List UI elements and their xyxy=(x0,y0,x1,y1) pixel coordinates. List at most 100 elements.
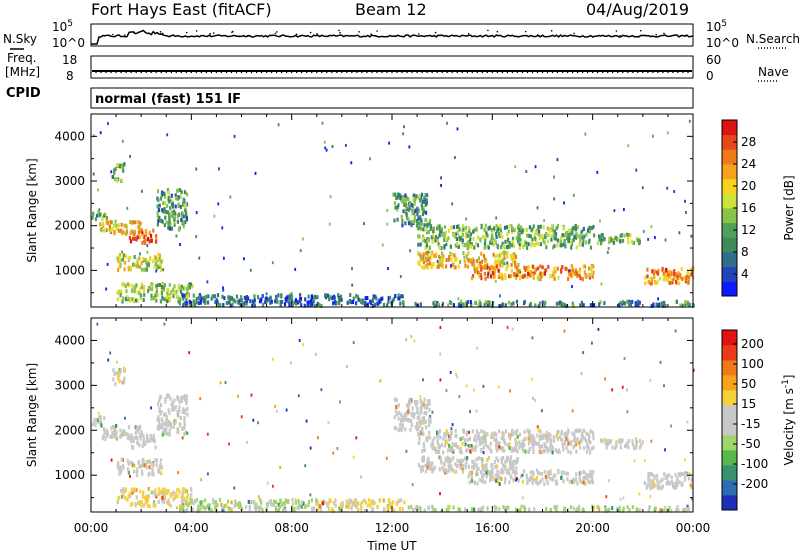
data-cell xyxy=(147,472,150,477)
data-cell xyxy=(150,293,153,298)
nave-dot xyxy=(451,71,453,74)
scatter-cell xyxy=(506,261,509,265)
data-cell xyxy=(152,490,155,495)
data-cell xyxy=(139,436,142,441)
data-cell xyxy=(421,429,424,433)
data-cell xyxy=(423,196,426,201)
data-cell xyxy=(681,276,684,281)
data-cell xyxy=(462,436,465,440)
scatter-cell xyxy=(129,474,131,478)
data-cell xyxy=(387,505,390,510)
data-cell xyxy=(174,495,177,500)
data-cell xyxy=(395,405,398,410)
data-cell xyxy=(576,225,579,230)
scatter-cell xyxy=(97,411,100,415)
data-cell xyxy=(503,506,506,511)
data-cell xyxy=(147,486,150,491)
data-cell xyxy=(419,220,422,225)
data-cell xyxy=(508,434,511,439)
data-cell xyxy=(517,508,520,513)
data-cell xyxy=(546,226,549,231)
scatter-cell xyxy=(541,409,543,413)
scatter-cell xyxy=(451,423,454,427)
scatter-cell xyxy=(345,143,347,147)
data-cell xyxy=(684,300,687,304)
data-cell xyxy=(473,301,476,306)
data-cell xyxy=(357,297,360,302)
data-cell xyxy=(401,294,404,299)
data-cell xyxy=(424,239,427,244)
data-cell xyxy=(129,297,132,301)
colorbar-frame xyxy=(721,329,738,511)
data-cell xyxy=(152,296,155,300)
data-cell xyxy=(178,188,181,192)
data-cell xyxy=(508,442,511,447)
data-cell xyxy=(119,368,122,373)
data-cell xyxy=(527,271,530,276)
scatter-cell xyxy=(597,327,600,331)
data-cell xyxy=(527,449,530,454)
data-cell xyxy=(121,257,124,262)
data-cell xyxy=(470,474,473,479)
data-cell xyxy=(410,223,413,228)
data-cell xyxy=(558,435,561,439)
data-cell xyxy=(477,256,480,261)
data-cell xyxy=(614,236,617,241)
data-cell xyxy=(438,467,441,472)
data-cell xyxy=(579,428,582,433)
scatter-cell xyxy=(150,406,152,410)
data-cell xyxy=(140,469,144,474)
data-cell xyxy=(461,302,464,307)
scatter-cell xyxy=(467,444,470,448)
data-cell xyxy=(403,412,406,417)
data-cell xyxy=(136,264,139,269)
data-cell xyxy=(243,295,246,300)
data-cell xyxy=(404,196,408,201)
data-cell xyxy=(120,289,123,294)
cpid-panel-frame xyxy=(90,87,694,109)
data-cell xyxy=(572,304,575,309)
data-cell xyxy=(554,473,557,478)
data-cell xyxy=(426,462,429,467)
noise-search-dot xyxy=(133,31,135,33)
data-cell xyxy=(121,299,124,304)
data-cell xyxy=(651,269,654,274)
data-cell xyxy=(137,290,140,295)
nave-dot xyxy=(597,71,599,74)
nave-dot xyxy=(130,71,132,74)
data-cell xyxy=(99,415,102,420)
data-cell xyxy=(502,463,505,468)
data-cell xyxy=(428,261,432,266)
data-cell xyxy=(562,447,565,452)
scatter-cell xyxy=(458,395,461,398)
data-cell xyxy=(207,294,210,299)
data-cell xyxy=(443,238,446,242)
data-cell xyxy=(417,221,420,226)
data-cell xyxy=(152,501,155,506)
data-cell xyxy=(375,296,378,301)
scatter-cell xyxy=(206,280,209,284)
scatter-cell xyxy=(98,208,101,212)
data-cell xyxy=(571,301,574,306)
data-cell xyxy=(178,400,181,405)
scatter-cell xyxy=(456,127,459,131)
data-cell xyxy=(204,506,207,511)
data-cell xyxy=(159,458,162,463)
data-cell xyxy=(464,263,467,268)
data-cell xyxy=(502,432,505,437)
data-cell xyxy=(567,277,570,281)
data-cell xyxy=(538,471,541,476)
data-cell xyxy=(445,429,449,434)
data-cell xyxy=(575,245,578,250)
data-cell xyxy=(653,275,656,279)
data-cell xyxy=(294,500,297,505)
data-cell xyxy=(432,301,435,306)
data-cell xyxy=(475,259,478,264)
data-cell xyxy=(422,260,425,265)
data-cell xyxy=(526,268,530,273)
scatter-cell xyxy=(563,201,565,205)
data-cell xyxy=(105,432,109,437)
data-cell xyxy=(177,299,180,304)
data-cell xyxy=(145,460,148,465)
data-cell xyxy=(521,479,525,484)
